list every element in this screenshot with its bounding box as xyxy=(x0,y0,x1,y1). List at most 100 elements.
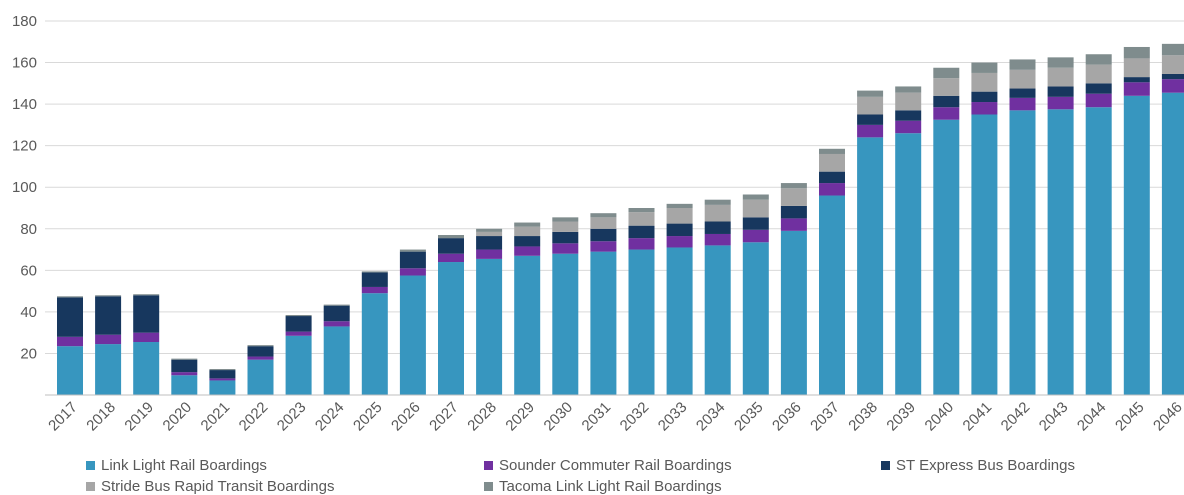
bar-segment-2029-s0 xyxy=(514,255,541,395)
x-tick-label: 2028 xyxy=(464,399,500,435)
bar-stack-2035 xyxy=(742,194,769,395)
bar-segment-2032-s1 xyxy=(628,238,655,250)
bar-stacks xyxy=(57,43,1184,396)
bar-segment-2041-s1 xyxy=(971,102,998,115)
bar-segment-2024-s2 xyxy=(323,305,350,322)
bar-segment-2029-s2 xyxy=(514,236,541,247)
bar-segment-2024-s4 xyxy=(323,304,350,306)
x-tick-label: 2022 xyxy=(236,399,272,435)
bar-segment-2028-s4 xyxy=(476,228,503,232)
bar-segment-2040-s2 xyxy=(933,95,960,108)
bar-segment-2046-s1 xyxy=(1161,79,1184,93)
bar-segment-2030-s0 xyxy=(552,253,579,395)
bar-segment-2032-s3 xyxy=(628,212,655,226)
bar-segment-2036-s1 xyxy=(780,218,807,231)
bar-segment-2027-s4 xyxy=(438,235,464,239)
y-tick-label: 160 xyxy=(12,55,37,72)
x-tick-label: 2035 xyxy=(731,399,767,435)
bar-segment-2022-s4 xyxy=(247,345,274,347)
bar-segment-2041-s2 xyxy=(971,91,998,103)
bar-segment-2042-s4 xyxy=(1009,59,1036,70)
x-tick-label: 2031 xyxy=(579,399,615,435)
x-tick-label: 2018 xyxy=(83,399,119,435)
bar-segment-2019-s1 xyxy=(133,332,160,343)
bar-segment-2040-s4 xyxy=(933,67,960,79)
bar-segment-2041-s4 xyxy=(971,62,998,73)
bar-segment-2035-s4 xyxy=(742,194,769,200)
bar-segment-2039-s2 xyxy=(895,110,922,121)
bar-stack-2018 xyxy=(95,295,122,395)
bar-segment-2029-s3 xyxy=(514,226,541,237)
bar-segment-2045-s2 xyxy=(1123,77,1150,83)
bar-segment-2040-s3 xyxy=(933,78,960,96)
x-tick-label: 2043 xyxy=(1036,399,1072,435)
x-tick-label: 2030 xyxy=(541,399,577,435)
bar-stack-2022 xyxy=(247,345,274,395)
bar-segment-2021-s1 xyxy=(209,378,236,381)
bar-segment-2031-s4 xyxy=(590,213,617,218)
bar-stack-2027 xyxy=(438,235,464,395)
bar-segment-2044-s0 xyxy=(1085,107,1112,395)
bar-stack-2045 xyxy=(1123,46,1150,396)
bar-segment-2041-s3 xyxy=(971,72,998,92)
x-tick-label: 2024 xyxy=(312,399,348,435)
x-tick-label: 2029 xyxy=(502,399,538,435)
bar-segment-2027-s2 xyxy=(438,238,464,254)
bar-stack-2026 xyxy=(399,249,426,395)
bar-segment-2021-s4 xyxy=(209,369,236,371)
bar-segment-2038-s0 xyxy=(857,137,884,395)
bar-segment-2026-s1 xyxy=(399,268,426,276)
x-tick-label: 2041 xyxy=(960,399,996,435)
bar-segment-2038-s2 xyxy=(857,114,884,125)
bar-segment-2028-s1 xyxy=(476,249,503,259)
bar-segment-2030-s4 xyxy=(552,217,579,222)
bar-stack-2039 xyxy=(895,86,922,395)
bar-segment-2020-s0 xyxy=(171,375,198,395)
bar-stack-2040 xyxy=(933,67,960,395)
x-tick-label: 2032 xyxy=(617,399,653,435)
bar-segment-2018-s2 xyxy=(95,296,122,335)
bar-segment-2036-s2 xyxy=(780,205,807,219)
bar-segment-2024-s0 xyxy=(323,326,350,395)
x-tick-label: 2040 xyxy=(922,399,958,435)
bar-segment-2037-s3 xyxy=(819,153,845,172)
bar-segment-2042-s1 xyxy=(1009,97,1036,111)
bar-stack-2029 xyxy=(514,222,541,395)
bar-segment-2042-s2 xyxy=(1009,88,1036,98)
bar-segment-2036-s0 xyxy=(780,230,807,395)
bar-stack-2017 xyxy=(57,296,83,395)
bar-segment-2033-s2 xyxy=(666,223,693,237)
bar-segment-2041-s0 xyxy=(971,114,998,395)
bar-segment-2035-s0 xyxy=(742,242,769,395)
bar-segment-2018-s0 xyxy=(95,344,122,395)
bar-segment-2028-s2 xyxy=(476,236,503,250)
bar-segment-2031-s1 xyxy=(590,241,617,252)
bar-stack-2025 xyxy=(361,271,388,395)
bar-segment-2043-s2 xyxy=(1047,86,1074,97)
bar-segment-2044-s3 xyxy=(1085,64,1112,84)
bar-segment-2028-s0 xyxy=(476,258,503,395)
bar-segment-2040-s0 xyxy=(933,119,960,395)
bar-segment-2029-s1 xyxy=(514,246,541,256)
bar-segment-2046-s4 xyxy=(1161,43,1184,56)
bar-segment-2033-s3 xyxy=(666,208,693,224)
bar-segment-2034-s0 xyxy=(704,245,731,395)
bar-stack-2041 xyxy=(971,62,998,395)
bar-segment-2040-s1 xyxy=(933,107,960,120)
grid-lines xyxy=(45,20,1184,354)
x-tick-label: 2042 xyxy=(998,399,1034,435)
bar-stack-2023 xyxy=(285,315,312,395)
bar-segment-2028-s3 xyxy=(476,231,503,237)
bar-segment-2018-s1 xyxy=(95,334,122,345)
y-tick-label: 60 xyxy=(20,262,37,279)
bar-segment-2031-s0 xyxy=(590,251,617,395)
y-axis-ticks: 20 40 60 80 100 120 140 160 180 xyxy=(12,13,37,362)
bar-segment-2020-s2 xyxy=(171,359,198,373)
x-tick-label: 2034 xyxy=(693,399,729,435)
bar-segment-2025-s2 xyxy=(361,272,388,287)
x-tick-label: 2027 xyxy=(426,399,462,435)
y-tick-label: 20 xyxy=(20,345,37,362)
bar-segment-2020-s4 xyxy=(171,358,198,360)
bar-stack-2038 xyxy=(857,90,884,395)
bar-segment-2022-s1 xyxy=(247,356,274,360)
